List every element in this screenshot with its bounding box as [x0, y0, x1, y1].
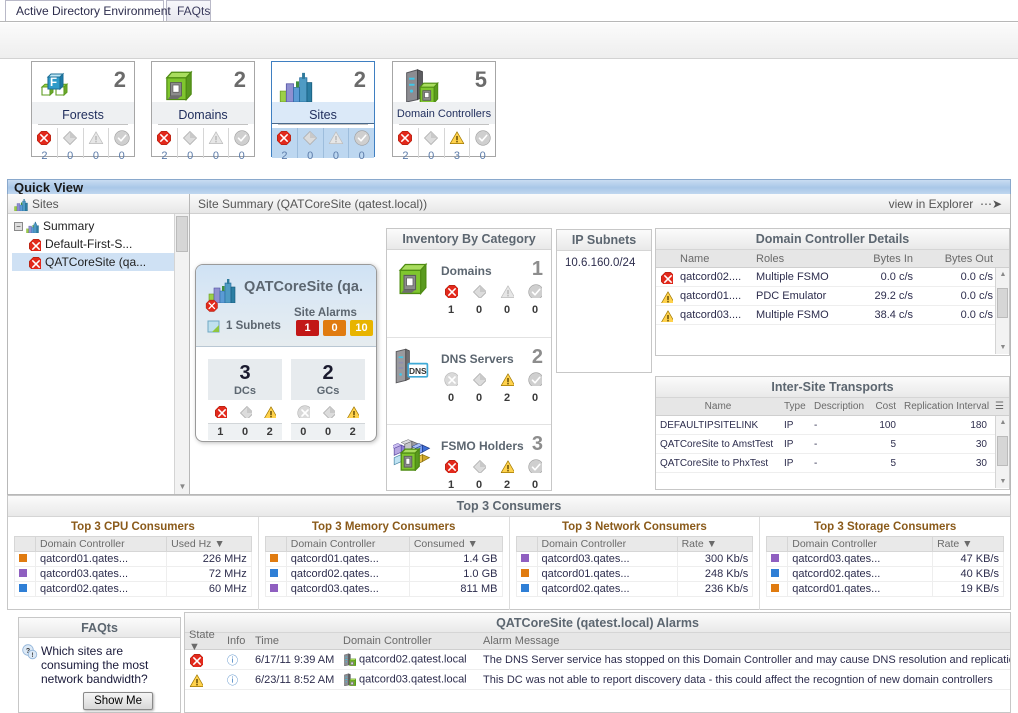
svg-text:F: F — [50, 77, 57, 89]
svg-text:!: ! — [32, 653, 34, 659]
